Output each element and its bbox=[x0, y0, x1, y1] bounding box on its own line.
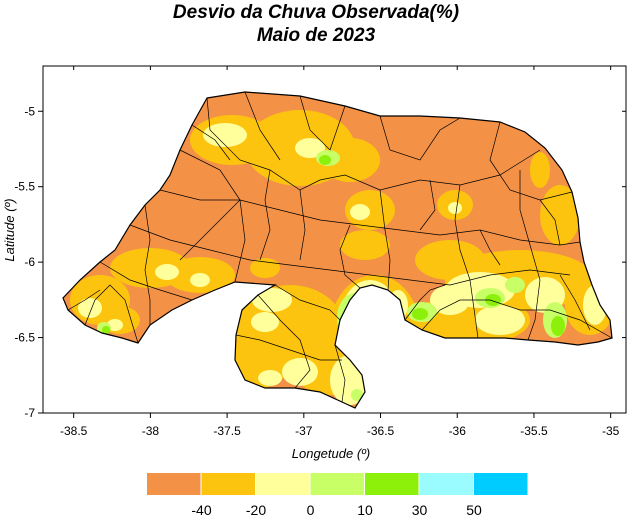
map-title: Desvio da Chuva Observada(%) bbox=[172, 2, 460, 23]
x-tick-label: -36 bbox=[449, 424, 467, 438]
municipality-boundaries bbox=[67, 91, 613, 403]
legend-label: -20 bbox=[246, 502, 266, 518]
x-tick-label: -38.5 bbox=[60, 424, 88, 438]
x-tick-label: -35 bbox=[602, 424, 620, 438]
legend-swatch bbox=[256, 473, 310, 495]
plot-frame bbox=[42, 65, 627, 414]
legend-swatch bbox=[310, 473, 364, 495]
y-tick-label: -7 bbox=[24, 406, 35, 420]
x-axis-label: Longetude (º) bbox=[292, 446, 370, 461]
legend-swatch bbox=[147, 473, 201, 495]
legend-label: 30 bbox=[412, 502, 428, 518]
legend-swatch bbox=[419, 473, 473, 495]
color-legend: -40 -20 0 10 30 50 bbox=[147, 473, 528, 518]
y-axis-ticks: -5 -5.5 -6 -6.5 -7 bbox=[14, 104, 626, 420]
legend-label: 0 bbox=[307, 502, 315, 518]
legend-label: -40 bbox=[191, 502, 211, 518]
legend-swatch bbox=[365, 473, 419, 495]
x-tick-label: -35.5 bbox=[520, 424, 548, 438]
x-tick-label: -37.5 bbox=[213, 424, 241, 438]
y-axis-label: Latitude (º) bbox=[2, 198, 17, 261]
map-subtitle: Maio de 2023 bbox=[256, 25, 376, 46]
x-tick-label: -38 bbox=[142, 424, 160, 438]
y-tick-label: -6.5 bbox=[14, 331, 35, 345]
very-wet-zones bbox=[359, 336, 385, 356]
legend-label: 10 bbox=[357, 502, 373, 518]
x-axis-ticks: -38.5 -38 -37.5 -37 -36.5 -36 -35.5 -35 bbox=[60, 66, 620, 438]
x-tick-label: -36.5 bbox=[367, 424, 395, 438]
x-tick-label: -37 bbox=[295, 424, 313, 438]
y-tick-label: -6 bbox=[24, 255, 35, 269]
legend-label: 50 bbox=[466, 502, 482, 518]
state-outline bbox=[62, 91, 613, 409]
y-tick-label: -5 bbox=[24, 104, 35, 118]
deviation-fields bbox=[63, 92, 612, 408]
legend-swatch bbox=[201, 473, 255, 495]
legend-swatch bbox=[474, 473, 528, 495]
y-tick-label: -5.5 bbox=[14, 180, 35, 194]
